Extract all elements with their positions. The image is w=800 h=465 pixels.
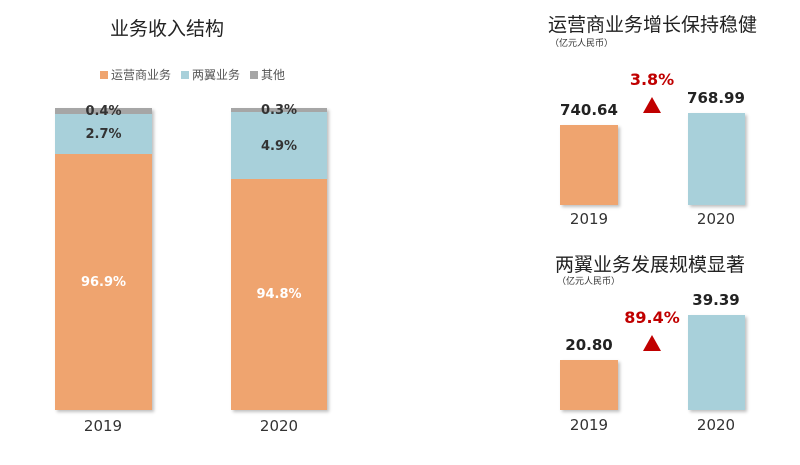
growth-label: 89.4% — [624, 308, 680, 327]
x-tick-label: 2019 — [569, 416, 609, 434]
segment-operator — [55, 153, 152, 410]
segment-other — [231, 108, 327, 113]
segment-wings — [231, 112, 327, 179]
chart-title: 两翼业务发展规模显著 — [555, 254, 746, 276]
segment-operator — [231, 178, 327, 410]
up-triangle-icon — [643, 335, 661, 351]
up-triangle-icon — [643, 97, 661, 113]
chart-title: 业务收入结构 — [110, 18, 225, 40]
data-label: 20.80 — [565, 335, 613, 354]
unit-label: （亿元人民币） — [550, 39, 614, 49]
x-tick-label: 2020 — [696, 416, 736, 434]
data-label: 39.39 — [692, 291, 740, 309]
bar-2019 — [560, 125, 618, 205]
legend-item-operator: 运营商业务 — [100, 66, 171, 83]
data-label: 740.64 — [560, 101, 618, 119]
segment-wings — [55, 113, 152, 154]
data-label: 4.9% — [260, 138, 298, 154]
x-tick-label: 2019 — [569, 210, 609, 228]
legend-item-other: 其他 — [250, 66, 285, 83]
growth-label: 3.8% — [629, 70, 675, 89]
data-label: 94.8% — [256, 287, 302, 303]
data-label: 0.3% — [260, 103, 298, 119]
x-tick-label: 2020 — [259, 417, 299, 435]
x-tick-label: 2020 — [696, 210, 736, 228]
x-tick-label: 2019 — [83, 417, 123, 435]
data-label: 768.99 — [687, 89, 745, 107]
unit-label: （亿元人民币） — [557, 277, 621, 287]
data-label: 0.4% — [85, 103, 122, 119]
stacked-bar-2020: 94.8% 4.9% 0.3% — [231, 103, 327, 410]
legend-item-wings: 两翼业务 — [181, 66, 240, 83]
bar-2020 — [688, 315, 745, 410]
legend: 运营商业务 两翼业务 其他 — [100, 66, 285, 83]
bar-2019 — [560, 359, 618, 410]
data-label: 96.9% — [80, 274, 127, 290]
bar-2020 — [688, 113, 745, 205]
stacked-bar-2019: 96.9% 2.7% 0.4% — [55, 104, 152, 410]
chart-title: 运营商业务增长保持稳健 — [548, 14, 758, 36]
data-label: 2.7% — [85, 126, 122, 142]
segment-other — [55, 108, 152, 114]
